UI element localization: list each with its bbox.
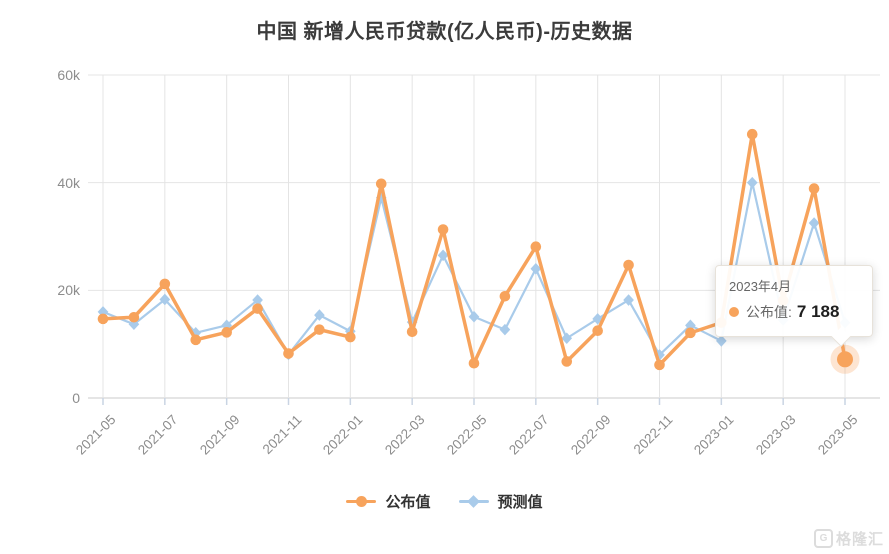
y-axis-label: 60k: [57, 67, 80, 83]
data-point-marker[interactable]: [561, 356, 573, 367]
published-line-circle-icon: [346, 496, 377, 508]
legend-label-forecast: 预测值: [497, 494, 543, 511]
y-axis-label: 0: [72, 390, 80, 406]
data-point-marker[interactable]: [685, 319, 696, 332]
data-point-marker[interactable]: [592, 313, 604, 325]
data-point-marker[interactable]: [808, 217, 820, 229]
data-point-marker[interactable]: [97, 313, 109, 325]
data-point-marker[interactable]: [499, 323, 511, 336]
data-point-marker[interactable]: [530, 263, 542, 275]
data-point-marker[interactable]: [654, 359, 665, 371]
legend-item-published[interactable]: 公布值: [346, 491, 431, 512]
data-point-marker[interactable]: [190, 334, 202, 346]
data-point-marker[interactable]: [746, 128, 758, 140]
tooltip-row: 公布值: 7 188: [729, 302, 859, 322]
data-point-marker[interactable]: [468, 310, 480, 323]
data-point-marker[interactable]: [252, 294, 263, 306]
data-point-marker[interactable]: [715, 335, 727, 347]
data-point-marker[interactable]: [437, 224, 449, 235]
highlighted-point[interactable]: [837, 351, 853, 368]
chart-title: 中国 新增人民币贷款(亿人民币)-历史数据: [256, 21, 633, 43]
data-point-marker[interactable]: [685, 327, 696, 339]
data-point-marker[interactable]: [499, 290, 511, 302]
data-point-marker[interactable]: [283, 348, 294, 359]
tooltip-value: 7 188: [796, 302, 840, 321]
data-point-marker[interactable]: [406, 326, 418, 338]
data-point-marker[interactable]: [128, 311, 140, 323]
data-point-marker[interactable]: [314, 324, 325, 335]
tooltip: 2023年4月 公布值: 7 188: [715, 265, 873, 347]
data-point-marker[interactable]: [468, 357, 480, 369]
legend: 公布值 预测值: [0, 491, 889, 512]
data-point-marker[interactable]: [221, 327, 232, 338]
gelonghui-logo-icon: G: [813, 529, 833, 548]
tooltip-date: 2023年4月: [729, 279, 792, 294]
data-point-marker[interactable]: [561, 332, 573, 345]
data-point-marker[interactable]: [623, 259, 634, 271]
data-point-marker[interactable]: [345, 331, 356, 343]
data-point-marker[interactable]: [808, 183, 820, 194]
data-point-marker[interactable]: [746, 176, 758, 189]
data-point-marker[interactable]: [592, 325, 603, 337]
data-point-marker[interactable]: [623, 294, 634, 306]
tooltip-series-label: 公布值:: [746, 304, 792, 320]
data-point-marker[interactable]: [375, 178, 387, 190]
data-point-marker[interactable]: [314, 309, 325, 321]
data-point-marker[interactable]: [530, 241, 542, 253]
chart-canvas[interactable]: [0, 0, 889, 490]
forecast-line-diamond-icon: [458, 495, 489, 508]
data-point-marker[interactable]: [159, 293, 171, 306]
data-point-marker[interactable]: [159, 278, 171, 290]
y-axis-label: 20k: [57, 282, 80, 299]
data-point-marker[interactable]: [252, 303, 263, 314]
watermark-text: 格隆汇: [835, 531, 884, 548]
data-point-marker[interactable]: [437, 249, 449, 262]
legend-item-forecast[interactable]: 预测值: [458, 491, 543, 512]
watermark: G 格隆汇: [813, 528, 884, 549]
series-color-dot-icon: [729, 307, 739, 317]
legend-label-published: 公布值: [385, 494, 431, 511]
y-axis-label: 40k: [57, 174, 80, 191]
